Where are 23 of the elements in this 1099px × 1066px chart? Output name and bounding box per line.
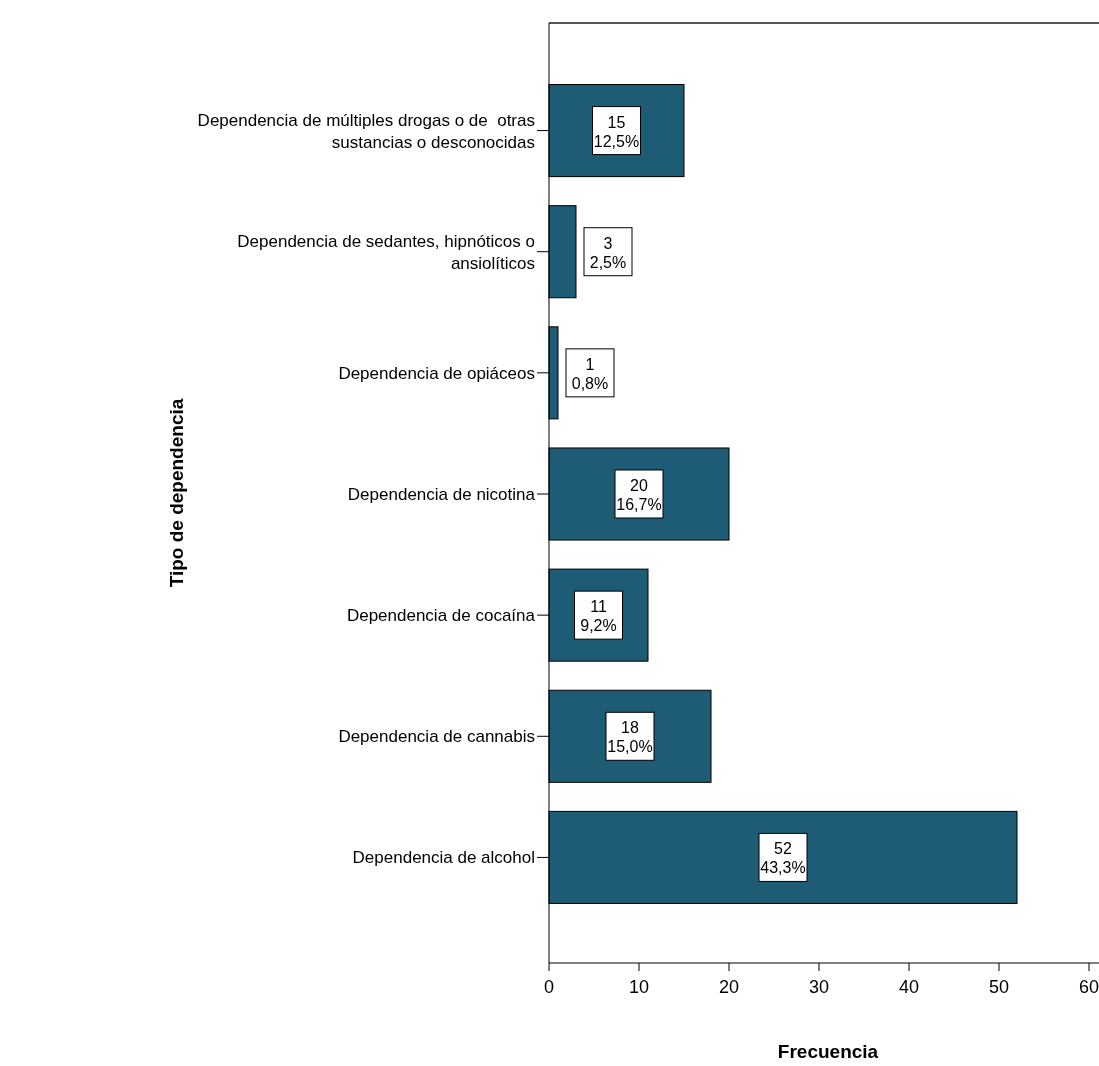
data-label: 15 12,5% [593,113,640,150]
x-tick-label: 0 [543,977,555,997]
y-tick-label: Dependencia de múltiples drogas o de otras sustancias o desconocidas [197,110,535,152]
y-axis-title: Tipo de dependencia [166,398,187,588]
x-tick-label: 40 [898,977,920,997]
y-tick-label: Dependencia de alcohol [352,848,535,868]
y-tick-label: Dependencia de sedantes, hipnóticos o ansiolíticos [237,231,535,273]
x-tick-label: 50 [988,977,1010,997]
y-tick-label: Dependencia de cocaína [346,606,536,626]
data-label: 1 0,8% [571,355,609,392]
y-tick-label: Dependencia de cannabis [338,727,535,747]
data-label: 20 16,7% [616,477,662,513]
x-tick-label: 20 [718,977,740,997]
y-tick-label: Dependencia de opiáceos [338,363,535,383]
x-tick-label: 10 [628,977,650,997]
y-tick-label: Dependencia de nicotina [347,485,536,504]
data-label: 18 15,0% [607,719,653,756]
data-label: 52 43,3% [760,840,806,877]
x-tick-label: 30 [808,977,830,997]
data-label: 3 2,5% [589,234,627,271]
data-label: 11 9,2% [580,598,617,635]
x-axis-title: Frecuencia [777,1041,879,1062]
x-tick-label: 60 [1078,977,1099,997]
